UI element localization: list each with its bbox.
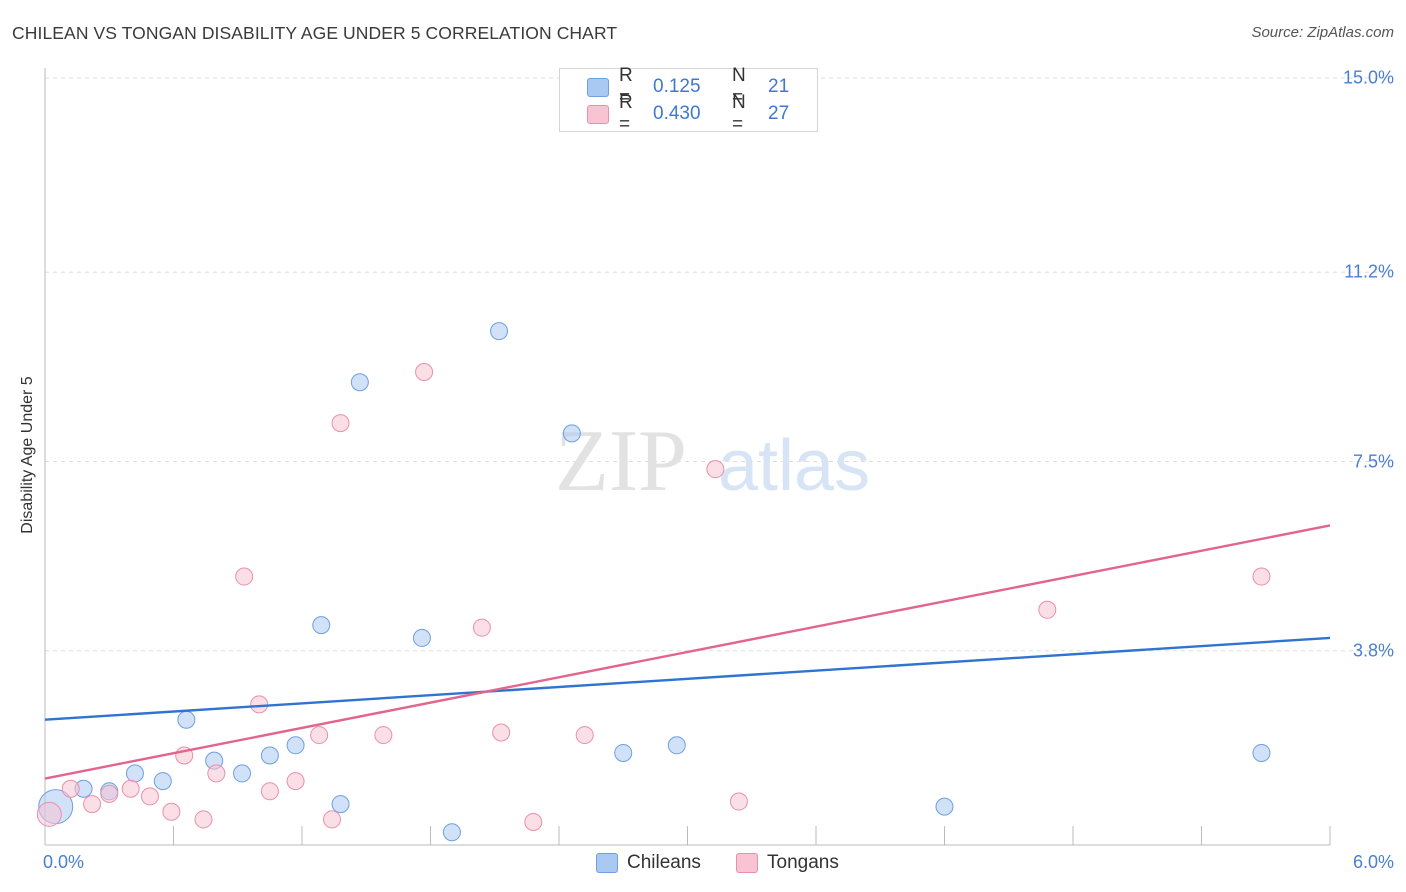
- point-chileans: [490, 322, 509, 341]
- source-label: Source: ZipAtlas.com: [1251, 24, 1394, 41]
- point-tongans: [1038, 600, 1057, 619]
- x-tick-max: 6.0%: [1352, 852, 1394, 872]
- legend-swatch-chileans: [596, 853, 618, 873]
- point-tongans: [250, 695, 269, 714]
- legend-label-chileans: Chileans: [627, 852, 701, 873]
- trend-line-chileans: [44, 636, 1331, 721]
- legend-r-label: R =: [619, 65, 633, 108]
- point-tongans: [415, 363, 434, 382]
- stats-legend: R = 0.125 N = 21 R = 0.430 N = 27: [559, 65, 818, 135]
- legend-r-label: R =: [619, 92, 633, 135]
- point-chileans: [233, 764, 252, 783]
- legend-r-value: 0.430: [653, 103, 701, 124]
- point-tongans: [492, 723, 511, 742]
- point-chileans: [412, 628, 431, 647]
- point-tongans: [472, 618, 491, 637]
- point-tongans: [310, 726, 329, 745]
- legend-n-value: 21: [768, 76, 790, 97]
- point-tongans: [729, 792, 748, 811]
- point-tongans: [322, 810, 341, 829]
- grid-lines: [45, 77, 1390, 652]
- watermark: ZIP atlas: [555, 413, 870, 510]
- y-tick-label: 3.8%: [1352, 640, 1394, 661]
- point-chileans: [312, 616, 331, 635]
- point-tongans: [260, 782, 279, 801]
- legend-n-value: 27: [768, 103, 790, 124]
- point-chileans: [153, 772, 172, 791]
- point-chileans: [125, 764, 144, 783]
- legend-n-label: N =: [732, 92, 746, 135]
- y-tick-label: 11.2%: [1344, 261, 1394, 282]
- point-chileans: [935, 797, 954, 816]
- point-chileans: [562, 424, 581, 443]
- point-tongans: [83, 795, 102, 814]
- y-tick-label: 15.0%: [1342, 67, 1394, 88]
- point-tongans: [36, 801, 62, 827]
- trend-line-tongans: [44, 524, 1331, 780]
- trend-lines: [44, 524, 1331, 780]
- legend-swatch-chileans: [587, 78, 609, 97]
- point-tongans: [706, 460, 725, 479]
- point-chileans: [667, 736, 686, 755]
- chart-title: CHILEAN VS TONGAN DISABILITY AGE UNDER 5…: [12, 23, 618, 43]
- legend-item-tongans[interactable]: Tongans: [736, 852, 839, 874]
- point-tongans: [121, 779, 140, 798]
- point-tongans: [235, 567, 254, 586]
- point-tongans: [162, 802, 181, 821]
- legend-item-chileans[interactable]: Chileans: [596, 852, 701, 874]
- point-tongans: [61, 779, 80, 798]
- watermark-atlas: atlas: [718, 426, 870, 506]
- point-tongans: [140, 787, 159, 806]
- point-tongans: [207, 764, 226, 783]
- legend-swatch-tongans: [736, 853, 758, 873]
- point-tongans: [1252, 567, 1271, 586]
- point-tongans: [100, 784, 119, 803]
- point-chileans: [286, 736, 305, 755]
- y-tick-label: 7.5%: [1352, 451, 1394, 471]
- point-tongans: [331, 414, 350, 433]
- point-chileans: [442, 823, 461, 842]
- data-points: [36, 322, 1271, 842]
- point-chileans: [614, 743, 633, 762]
- point-tongans: [575, 726, 594, 745]
- point-chileans: [260, 746, 279, 765]
- point-chileans: [177, 710, 196, 729]
- legend-r-value: 0.125: [653, 76, 701, 97]
- point-tongans: [286, 772, 305, 791]
- legend-swatch-tongans: [587, 105, 609, 124]
- x-tick-min: 0.0%: [43, 852, 85, 872]
- legend-n-label: N =: [732, 65, 746, 108]
- point-tongans: [194, 810, 213, 829]
- point-chileans: [350, 373, 369, 392]
- axes: [44, 68, 1331, 846]
- point-tongans: [524, 812, 543, 831]
- point-chileans: [1252, 743, 1271, 762]
- point-chileans: [331, 795, 350, 814]
- legend-label-tongans: Tongans: [767, 852, 839, 873]
- point-tongans: [374, 726, 393, 745]
